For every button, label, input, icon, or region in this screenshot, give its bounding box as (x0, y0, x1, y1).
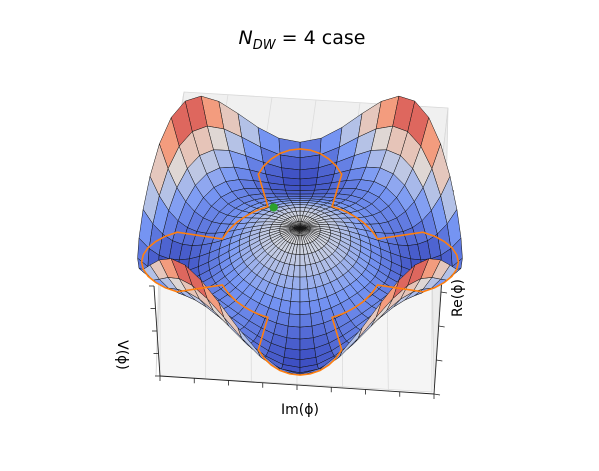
surface-facet (285, 337, 301, 351)
surface-facet (279, 154, 301, 171)
surface-facet (299, 167, 319, 180)
title-subscript: DW (253, 38, 277, 53)
surface-facet (282, 177, 301, 187)
surface-facet (293, 264, 301, 278)
title-rest: = 4 case (276, 27, 366, 49)
surface-facet (286, 193, 301, 198)
y-axis-tick (440, 291, 448, 294)
surface-facet (299, 189, 315, 195)
surface-facet (299, 276, 309, 290)
surface-facet (299, 184, 317, 191)
surface-facet (299, 301, 311, 315)
y-axis-tick (438, 325, 445, 328)
surface-facet (299, 337, 315, 351)
surface-facet (291, 276, 301, 290)
x-axis-label: Im(ϕ) (281, 402, 319, 418)
surface-facet (285, 189, 301, 195)
surface-facet (289, 301, 301, 315)
y-axis-tick (433, 393, 441, 396)
surface-facet (281, 167, 301, 180)
surface-facet (299, 313, 313, 328)
surface-facet (299, 193, 314, 198)
surface-facet (286, 325, 301, 340)
surface-facet (287, 313, 301, 328)
surface-facet (299, 288, 310, 303)
zero-contour-line (140, 148, 460, 376)
surface-facet (299, 264, 307, 278)
chart-title: NDW = 4 case (239, 27, 366, 53)
surface-facet (290, 288, 301, 303)
surface-plot (137, 95, 463, 376)
surface-facet (299, 154, 321, 171)
surface-facet (283, 184, 301, 191)
y-axis-label: Re(ϕ) (450, 279, 466, 317)
surface-facet (299, 177, 318, 187)
y-axis-tick (436, 359, 443, 362)
z-axis-label: V(ϕ) (114, 340, 130, 370)
surface-facet (299, 325, 314, 340)
title-symbol: N (239, 27, 253, 49)
highlight-point (269, 203, 278, 212)
